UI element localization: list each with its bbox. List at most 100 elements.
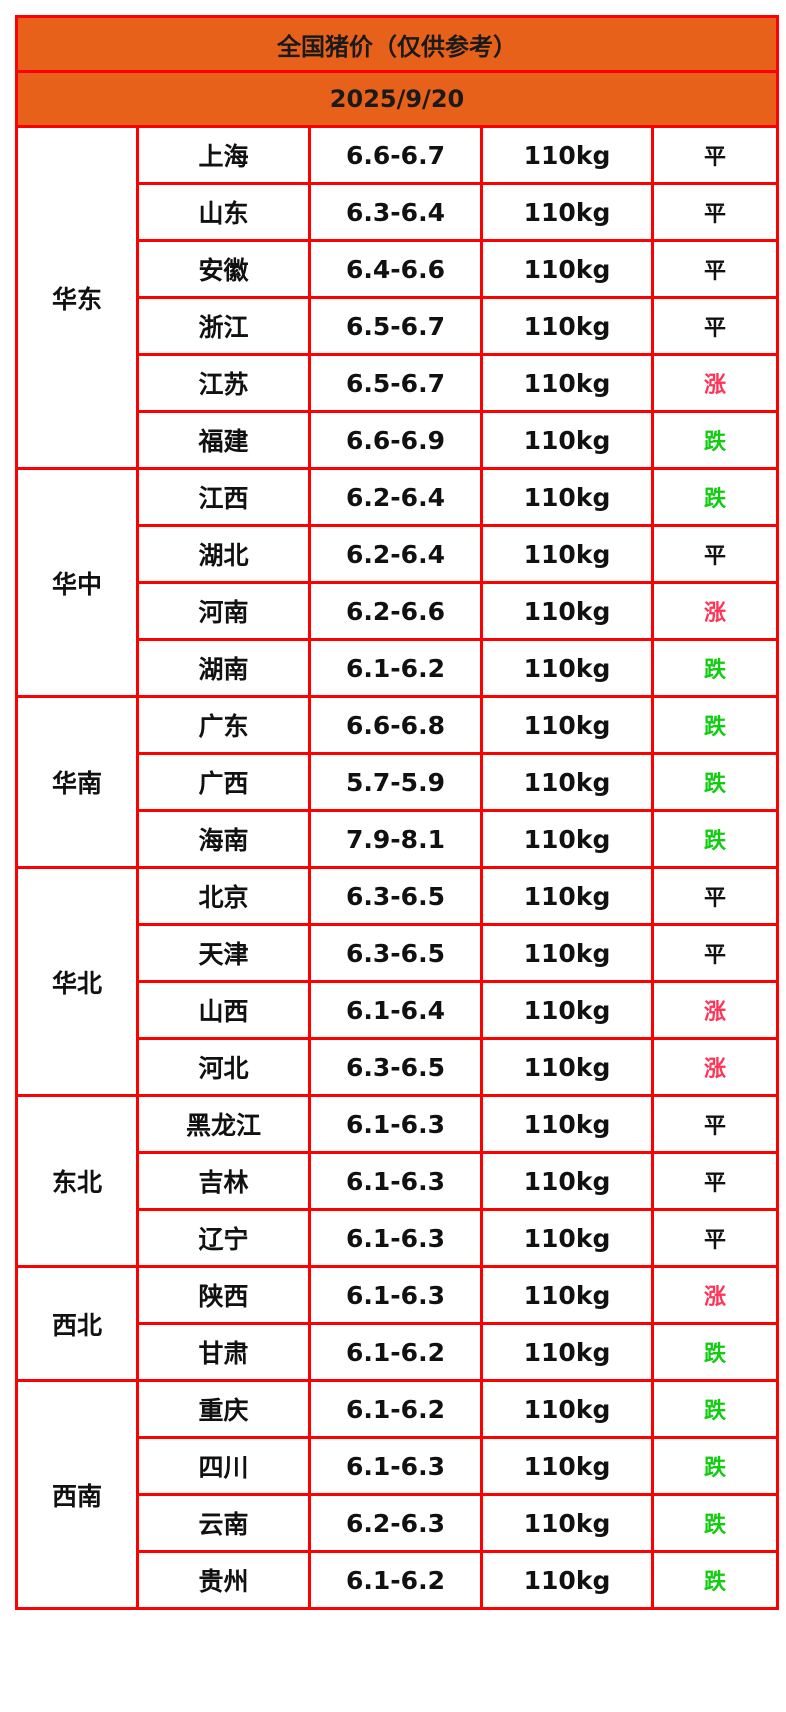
table-row: 山西 6.1-6.4 110kg 涨 [17, 980, 780, 1040]
province-cell: 河北 [136, 1037, 311, 1097]
price-cell: 6.1-6.3 [308, 1265, 483, 1325]
province-cell: 贵州 [136, 1550, 311, 1610]
trend-cell: 跌 [650, 752, 780, 812]
price-cell: 6.1-6.2 [308, 1550, 483, 1610]
trend-cell: 涨 [650, 1037, 780, 1097]
price-cell: 6.3-6.4 [308, 182, 483, 242]
table-row: 吉林 6.1-6.3 110kg 平 [17, 1151, 780, 1211]
weight-cell: 110kg [480, 1265, 654, 1325]
table-date: 2025/9/20 [14, 70, 780, 128]
table-row: 湖南 6.1-6.2 110kg 跌 [17, 638, 780, 698]
region-cell: 西南 [15, 1379, 139, 1610]
price-cell: 6.1-6.4 [308, 980, 483, 1040]
price-cell: 6.2-6.3 [308, 1493, 483, 1553]
table-row: 华南 广东 6.6-6.8 110kg 跌 [15, 695, 780, 869]
trend-cell: 平 [650, 296, 780, 356]
table-row: 海南 7.9-8.1 110kg 跌 [17, 809, 780, 869]
trend-cell: 跌 [650, 410, 780, 470]
price-cell: 6.6-6.9 [308, 410, 483, 470]
province-cell: 山西 [136, 980, 311, 1040]
province-cell: 安徽 [136, 239, 311, 299]
province-cell: 北京 [136, 866, 311, 926]
table-row: 广西 5.7-5.9 110kg 跌 [17, 752, 780, 812]
table-row: 浙江 6.5-6.7 110kg 平 [17, 296, 780, 356]
price-cell: 7.9-8.1 [308, 809, 483, 869]
weight-cell: 110kg [480, 1550, 654, 1610]
province-cell: 江苏 [136, 353, 311, 413]
trend-cell: 平 [650, 239, 780, 299]
trend-cell: 涨 [650, 581, 780, 641]
table-row: 西北 陕西 6.1-6.3 110kg 涨 [15, 1265, 780, 1382]
province-cell: 海南 [136, 809, 311, 869]
region-cell: 华东 [15, 125, 139, 470]
price-cell: 6.1-6.2 [308, 638, 483, 698]
price-cell: 6.5-6.7 [308, 296, 483, 356]
trend-cell: 平 [650, 923, 780, 983]
pig-price-table: 全国猪价（仅供参考） 2025/9/20 华东 上海 6.6-6.7 110kg 平山东… [14, 15, 780, 1610]
weight-cell: 110kg [480, 1322, 654, 1382]
table-row: 甘肃 6.1-6.2 110kg 跌 [17, 1322, 780, 1382]
weight-cell: 110kg [480, 1037, 654, 1097]
province-cell: 辽宁 [136, 1208, 311, 1268]
province-cell: 陕西 [136, 1265, 311, 1325]
province-cell: 湖南 [136, 638, 311, 698]
province-cell: 云南 [136, 1493, 311, 1553]
weight-cell: 110kg [480, 1208, 654, 1268]
province-cell: 广东 [136, 695, 311, 755]
trend-cell: 跌 [650, 1379, 780, 1439]
table-row: 河南 6.2-6.6 110kg 涨 [17, 581, 780, 641]
table-row: 华北 北京 6.3-6.5 110kg 平 [15, 866, 780, 1097]
price-cell: 6.3-6.5 [308, 866, 483, 926]
price-cell: 6.6-6.7 [308, 125, 483, 185]
table-row: 云南 6.2-6.3 110kg 跌 [17, 1493, 780, 1553]
weight-cell: 110kg [480, 980, 654, 1040]
table-row: 江苏 6.5-6.7 110kg 涨 [17, 353, 780, 413]
trend-cell: 跌 [650, 809, 780, 869]
province-cell: 浙江 [136, 296, 311, 356]
province-cell: 甘肃 [136, 1322, 311, 1382]
province-cell: 四川 [136, 1436, 311, 1496]
table-row: 辽宁 6.1-6.3 110kg 平 [17, 1208, 780, 1268]
province-cell: 天津 [136, 923, 311, 983]
weight-cell: 110kg [480, 695, 654, 755]
weight-cell: 110kg [480, 524, 654, 584]
price-cell: 6.3-6.5 [308, 923, 483, 983]
trend-cell: 平 [650, 524, 780, 584]
trend-cell: 平 [650, 866, 780, 926]
weight-cell: 110kg [480, 638, 654, 698]
price-cell: 6.1-6.3 [308, 1436, 483, 1496]
trend-cell: 平 [650, 182, 780, 242]
table-title: 全国猪价（仅供参考） [14, 15, 780, 73]
weight-cell: 110kg [480, 752, 654, 812]
province-cell: 吉林 [136, 1151, 311, 1211]
price-cell: 6.2-6.6 [308, 581, 483, 641]
weight-cell: 110kg [480, 353, 654, 413]
province-cell: 山东 [136, 182, 311, 242]
weight-cell: 110kg [480, 581, 654, 641]
trend-cell: 平 [650, 125, 780, 185]
table-row: 福建 6.6-6.9 110kg 跌 [17, 410, 780, 470]
trend-cell: 平 [650, 1151, 780, 1211]
trend-cell: 跌 [650, 695, 780, 755]
region-cell: 华北 [15, 866, 139, 1097]
price-cell: 6.1-6.2 [308, 1322, 483, 1382]
trend-cell: 跌 [650, 467, 780, 527]
trend-cell: 跌 [650, 638, 780, 698]
table-row: 河北 6.3-6.5 110kg 涨 [17, 1037, 780, 1097]
weight-cell: 110kg [480, 296, 654, 356]
table-row: 天津 6.3-6.5 110kg 平 [17, 923, 780, 983]
table-row: 山东 6.3-6.4 110kg 平 [17, 182, 780, 242]
trend-cell: 涨 [650, 1265, 780, 1325]
price-cell: 5.7-5.9 [308, 752, 483, 812]
weight-cell: 110kg [480, 809, 654, 869]
table-row: 东北 黑龙江 6.1-6.3 110kg 平 [15, 1094, 780, 1268]
province-cell: 江西 [136, 467, 311, 527]
price-cell: 6.2-6.4 [308, 524, 483, 584]
price-cell: 6.1-6.3 [308, 1094, 483, 1154]
table-row: 四川 6.1-6.3 110kg 跌 [17, 1436, 780, 1496]
weight-cell: 110kg [480, 1151, 654, 1211]
weight-cell: 110kg [480, 410, 654, 470]
weight-cell: 110kg [480, 125, 654, 185]
trend-cell: 涨 [650, 353, 780, 413]
region-cell: 东北 [15, 1094, 139, 1268]
